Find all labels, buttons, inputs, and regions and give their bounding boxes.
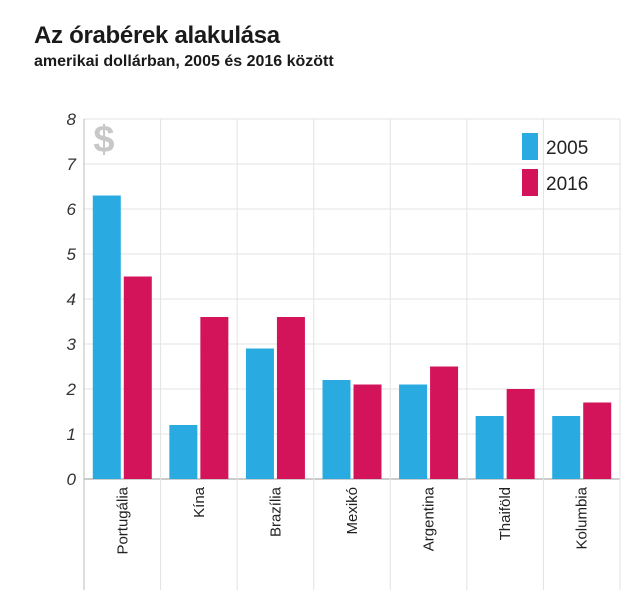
y-tick-label: 0 xyxy=(67,470,77,489)
legend-label-2016: 2016 xyxy=(546,174,588,195)
bar-2016-1 xyxy=(200,317,229,479)
x-category-label: Argentina xyxy=(421,486,438,551)
x-category-label: Kolumbia xyxy=(574,486,591,549)
x-category-label: Mexikó xyxy=(344,487,361,535)
bar-2016-0 xyxy=(123,276,152,479)
axis-layer: 0 1 2 3 4 5 6 7 8 Portugália Kína Brazília Mexikó Arg… xyxy=(66,110,591,590)
bar-2005-3 xyxy=(322,380,351,479)
bars-layer xyxy=(92,195,612,479)
legend-label-2005: 2005 xyxy=(546,138,588,159)
bar-2005-5 xyxy=(475,416,504,479)
bar-2016-6 xyxy=(583,402,612,479)
bar-2005-4 xyxy=(399,384,428,479)
bar-2016-5 xyxy=(506,389,535,479)
dollar-sign-icon: $ xyxy=(93,119,114,161)
x-category-label: Brazília xyxy=(267,486,284,537)
y-tick-label: 7 xyxy=(67,155,77,174)
bar-2016-2 xyxy=(276,317,305,479)
x-category-label: Thaiföld xyxy=(497,487,514,540)
chart-title: Az órabérek alakulása xyxy=(34,22,280,49)
y-tick-label: 4 xyxy=(67,290,76,309)
bar-2005-1 xyxy=(169,425,198,479)
legend-swatch-2005 xyxy=(522,133,538,160)
y-tick-label: 6 xyxy=(67,200,77,219)
bar-2005-6 xyxy=(552,416,581,479)
y-tick-label: 2 xyxy=(66,380,77,399)
bar-2016-4 xyxy=(430,366,459,479)
chart-subtitle: amerikai dollárban, 2005 és 2016 között xyxy=(34,53,334,70)
legend-swatch-2016 xyxy=(522,169,538,196)
x-category-label: Kína xyxy=(191,486,208,518)
y-tick-label: 8 xyxy=(67,110,77,129)
y-tick-label: 1 xyxy=(67,425,76,444)
legend: 2005 2016 xyxy=(522,133,588,196)
y-tick-label: 3 xyxy=(67,335,77,354)
y-tick-label: 5 xyxy=(67,245,77,264)
bar-2016-3 xyxy=(353,384,382,479)
x-category-label: Portugália xyxy=(114,486,131,554)
bar-2005-2 xyxy=(245,348,274,479)
bar-2005-0 xyxy=(92,195,121,479)
